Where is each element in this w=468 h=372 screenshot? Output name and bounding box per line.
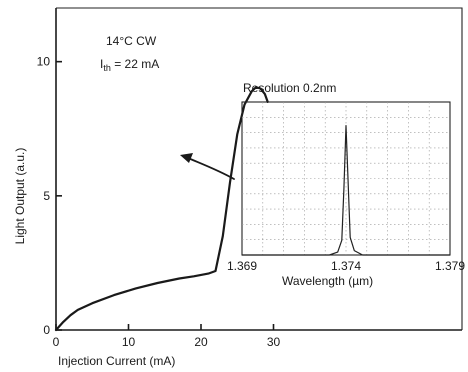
inset-x-tick-label: 1.374 [331,259,361,273]
threshold-annotation: Ith = 22 mA [100,57,159,73]
inset-x-axis-label: Wavelength (µm) [282,274,373,288]
main-y-tick-label: 5 [43,189,50,203]
main-y-tick-label: 0 [43,323,50,337]
main-y-tick-label: 10 [37,55,51,69]
spectrum-peak [242,125,450,256]
plot-frame [56,7,463,330]
inset-x-tick-label: 1.379 [435,259,465,273]
main-x-tick-label: 0 [53,335,60,349]
light-output-curve [54,86,269,332]
main-x-tick-label: 10 [122,335,136,349]
inset-x-tick-label: 1.369 [227,259,257,273]
threshold-value: = 22 mA [111,57,159,71]
main-x-tick-label: 20 [194,335,208,349]
threshold-subscript: th [103,63,111,73]
threshold-symbol: I [100,57,103,71]
main-x-tick-label: 30 [267,335,281,349]
annotation-arrowhead [180,153,193,163]
main-x-axis-label: Injection Current (mA) [58,354,175,368]
main-y-axis-label: Light Output (a.u.) [13,148,27,245]
condition-annotation: 14°C CW [106,34,157,48]
inset-title: Resolution 0.2nm [243,81,336,95]
annotation-arrow [187,157,235,180]
